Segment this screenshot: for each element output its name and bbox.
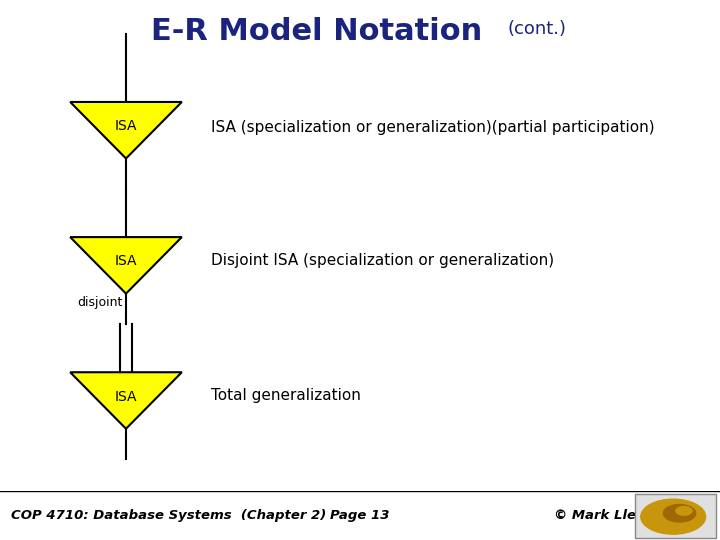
Text: Page 13: Page 13 bbox=[330, 509, 390, 522]
Text: COP 4710: Database Systems  (Chapter 2): COP 4710: Database Systems (Chapter 2) bbox=[11, 509, 326, 522]
FancyBboxPatch shape bbox=[634, 494, 716, 538]
Text: Total generalization: Total generalization bbox=[210, 388, 361, 403]
Polygon shape bbox=[70, 372, 181, 429]
Text: ISA (specialization or generalization)(partial participation): ISA (specialization or generalization)(p… bbox=[210, 120, 654, 135]
Circle shape bbox=[676, 507, 692, 515]
Polygon shape bbox=[70, 102, 181, 158]
Text: © Mark Llewellyn: © Mark Llewellyn bbox=[554, 509, 685, 522]
Text: ISA: ISA bbox=[114, 254, 138, 268]
Polygon shape bbox=[70, 237, 181, 294]
Text: ISA: ISA bbox=[114, 389, 138, 403]
Text: disjoint: disjoint bbox=[78, 296, 123, 309]
Text: (cont.): (cont.) bbox=[508, 19, 567, 38]
Circle shape bbox=[641, 499, 706, 534]
Text: E-R Model Notation: E-R Model Notation bbox=[151, 17, 482, 46]
Text: Disjoint ISA (specialization or generalization): Disjoint ISA (specialization or generali… bbox=[210, 253, 554, 268]
Text: ISA: ISA bbox=[114, 119, 138, 133]
Circle shape bbox=[663, 504, 696, 522]
